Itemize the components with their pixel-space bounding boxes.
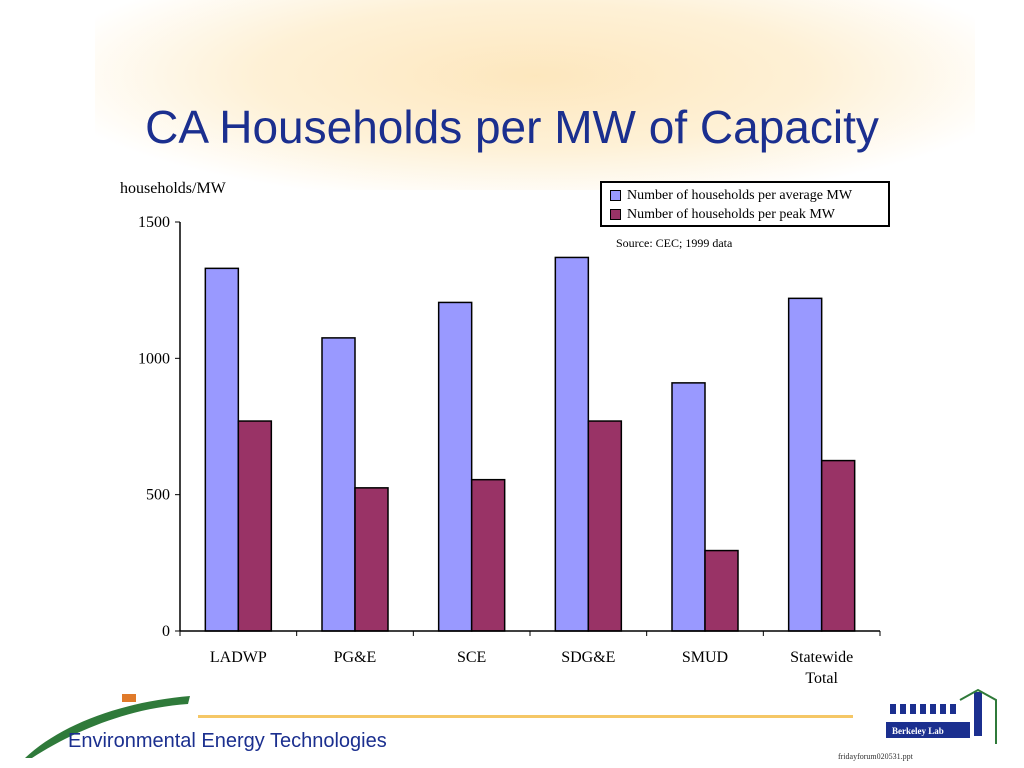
x-tick-label-5: Statewide <box>790 649 853 666</box>
x-tick-label-2: SCE <box>457 649 486 666</box>
title-glow-background <box>95 0 975 190</box>
bar-average-1 <box>321 337 356 632</box>
source-note: Source: CEC; 1999 data <box>616 236 733 250</box>
x-tick-label-5-line2: Total <box>805 670 838 687</box>
bar-chart: LADWP PG&E SCE SDG&E SMUD Statewide Total 0 500 1… <box>138 214 881 687</box>
bar-average-5 <box>787 297 823 632</box>
berkeley-lab-logo: Berkeley Lab <box>886 688 997 744</box>
legend-item-peak: Number of households per peak MW <box>610 205 880 224</box>
bar-average-0 <box>204 267 240 632</box>
footer-divider <box>198 715 853 718</box>
footer-filename: fridayforum020531.ppt <box>838 752 913 761</box>
x-tick-label-1: PG&E <box>334 649 377 666</box>
logo-lab-text: Berkeley Lab <box>892 726 944 736</box>
y-tick-label-1000: 1000 <box>138 350 170 367</box>
legend-label-average: Number of households per average MW <box>627 187 853 203</box>
legend-item-average: Number of households per average MW <box>610 186 880 205</box>
legend-swatch-peak <box>610 209 621 220</box>
x-tick-label-0: LADWP <box>210 649 267 666</box>
x-tick-label-3: SDG&E <box>561 649 615 666</box>
chart-area: LADWP PG&E SCE SDG&E SMUD Statewide Total 0 500 1… <box>110 176 910 696</box>
legend-label-peak: Number of households per peak MW <box>627 206 836 222</box>
slide-title: CA Households per MW of Capacity <box>145 101 879 153</box>
bar-average-4 <box>671 382 706 632</box>
legend-swatch-average <box>610 190 621 201</box>
bar-peak-0 <box>237 420 273 632</box>
y-tick-label-1500: 1500 <box>138 214 170 231</box>
eet-swoosh-logo <box>25 694 190 758</box>
chart-legend: Number of households per average MW Numb… <box>600 181 890 227</box>
bar-peak-4 <box>704 549 739 632</box>
y-tick-label-0: 0 <box>162 623 170 640</box>
bar-peak-1 <box>354 487 389 632</box>
footer-title: Environmental Energy Technologies <box>68 730 387 752</box>
bar-peak-3 <box>587 420 623 632</box>
y-axis-label: households/MW <box>120 180 226 197</box>
x-tick-label-4: SMUD <box>682 649 728 666</box>
bar-peak-5 <box>820 459 856 632</box>
bar-average-3 <box>554 256 590 632</box>
y-tick-label-500: 500 <box>146 487 170 504</box>
bar-average-2 <box>437 301 473 632</box>
bar-peak-2 <box>470 478 506 632</box>
